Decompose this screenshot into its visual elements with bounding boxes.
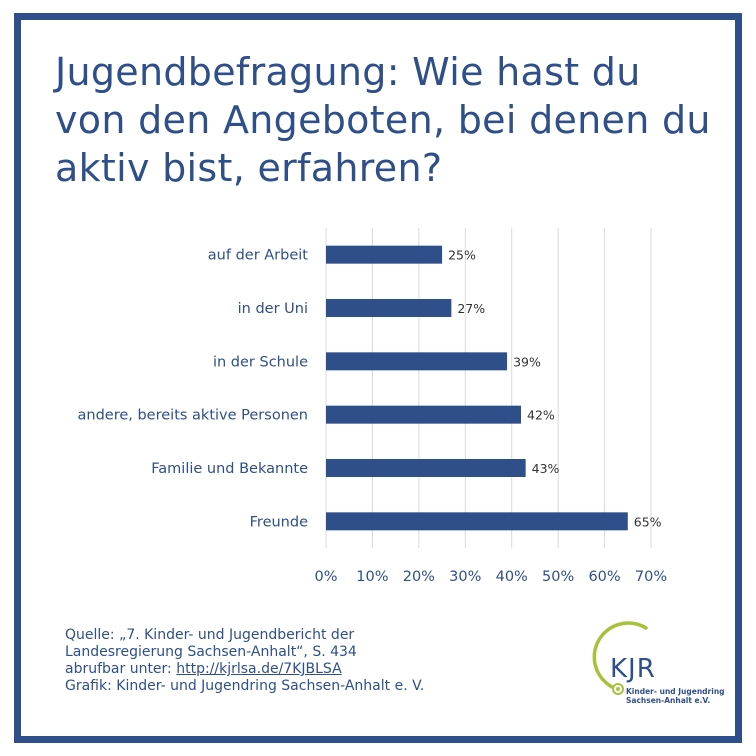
category-label: andere, bereits aktive Personen [78,408,309,424]
x-tick-label: 50% [542,569,574,585]
bar [326,459,526,477]
x-tick-label: 10% [356,569,388,585]
kjr-logo: KJR Kinder- und Jugendring Sachsen-Anhal… [584,616,725,716]
logo-text: KJR [610,654,656,684]
source-link-prefix: abrufbar unter: [65,661,177,677]
bar [326,512,628,531]
data-label: 42% [527,408,555,423]
x-tick-label: 40% [496,569,528,585]
bar [326,299,452,317]
x-tick-label: 70% [635,569,667,585]
source-line-4: Grafik: Kinder- und Jugendring Sachsen-A… [65,678,425,694]
bar-chart: 0% 10% 20% 30% 40% 50% 60% 70% auf der Arbeit 25%… [78,228,667,585]
x-tick-label: 30% [449,569,481,585]
x-tick-label: 0% [314,569,337,585]
data-label: 43% [532,461,560,476]
logo-caption-1: Kinder- und Jugendring [626,687,725,696]
x-tick-label: 60% [588,569,620,585]
data-label: 39% [513,354,541,369]
source-link[interactable]: http://kjrlsa.de/7KJBLSA [176,661,342,677]
logo-ring-icon [592,621,648,695]
category-label: in der Schule [213,354,308,370]
data-label: 65% [634,514,662,529]
category-label: auf der Arbeit [208,248,309,264]
x-tick-label: 20% [403,569,435,585]
category-label: in der Uni [238,301,308,317]
data-label: 25% [448,248,476,263]
bar [326,245,443,264]
bar [326,352,508,371]
chart-title: Jugendbefragung: Wie hast du von den Ang… [55,50,711,190]
source-note: Quelle: „7. Kinder- und Jugendbericht de… [65,627,525,695]
source-line-1: Quelle: „7. Kinder- und Jugendbericht de… [65,627,355,643]
source-line-3: abrufbar unter: http://kjrlsa.de/7KJBLSA [65,661,525,678]
category-label: Freunde [250,514,308,530]
bar [326,405,521,424]
category-label: Familie und Bekannte [151,461,308,477]
source-line-2: Landesregierung Sachsen-Anhalt“, S. 434 [65,644,357,660]
frame-border [14,13,742,743]
data-label: 27% [457,301,485,316]
logo-caption-2: Sachsen-Anhalt e.V. [626,696,711,705]
